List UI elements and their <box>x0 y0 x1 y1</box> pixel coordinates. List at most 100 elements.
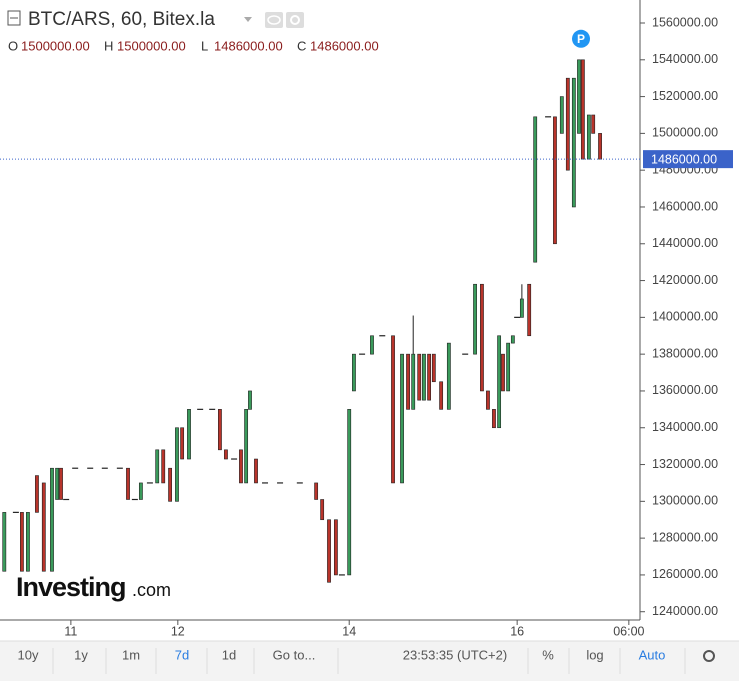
ohlc-key: L <box>201 38 208 53</box>
y-tick-label: 1560000.00 <box>652 15 718 29</box>
event-marker-label: P <box>577 32 585 46</box>
ohlc-key: C <box>297 38 306 53</box>
x-tick-label: 16 <box>510 624 524 638</box>
y-tick-label: 1540000.00 <box>652 52 718 66</box>
candle-body <box>486 390 490 410</box>
candle-body <box>180 427 185 460</box>
candle-body <box>400 353 404 484</box>
candle-body <box>480 283 484 392</box>
candle-body <box>571 77 576 208</box>
candle-body <box>411 353 416 410</box>
candle-body <box>320 499 325 521</box>
settings-gear[interactable] <box>703 650 715 662</box>
toolbar <box>0 641 739 681</box>
settings-button[interactable] <box>286 12 304 28</box>
candle-body <box>427 353 432 401</box>
dropdown-icon[interactable] <box>244 17 252 22</box>
candle-body <box>501 353 505 392</box>
ohlc-value: 1500000.00 <box>117 38 186 53</box>
ohlc-value: 1486000.00 <box>214 38 283 53</box>
candle-body <box>506 342 511 392</box>
ohlc-value: 1500000.00 <box>21 38 90 53</box>
range-button[interactable]: 10y <box>18 647 39 662</box>
y-tick-label: 1500000.00 <box>652 126 718 140</box>
collapse-icon[interactable] <box>7 10 21 26</box>
candle-body <box>20 512 24 572</box>
ohlc-value: 1486000.00 <box>310 38 379 53</box>
candle-body <box>553 116 557 245</box>
y-tick-label: 1360000.00 <box>652 383 718 397</box>
clock: 23:53:35 (UTC+2) <box>403 647 507 662</box>
candle-body <box>161 449 166 484</box>
x-tick-label: 12 <box>171 624 185 638</box>
y-tick-label: 1460000.00 <box>652 199 718 213</box>
candle-body <box>473 283 477 355</box>
candle-body <box>314 482 319 500</box>
logo-brand: Investing <box>16 572 126 602</box>
eye-button[interactable] <box>265 12 283 28</box>
eye-icon <box>267 15 281 25</box>
y-tick-label: 1520000.00 <box>652 89 718 103</box>
range-button[interactable]: 1y <box>74 647 88 662</box>
ohlc-legend: O 1500000.00 H 1500000.00 L 1486000.00 C 148600… <box>8 38 379 53</box>
candle-body <box>439 381 444 410</box>
candle-body <box>333 519 338 576</box>
candle-body <box>239 449 243 484</box>
last-price-label: 1486000.00 <box>651 152 717 166</box>
candle-body <box>26 512 30 572</box>
log-button[interactable]: log <box>586 647 603 662</box>
candle-body <box>126 467 130 500</box>
y-tick-label: 1320000.00 <box>652 457 718 471</box>
candle-body <box>406 353 410 410</box>
y-tick-label: 1280000.00 <box>652 530 718 544</box>
candle-body <box>347 409 352 576</box>
candle-body <box>244 409 249 484</box>
event-marker[interactable] <box>572 29 591 48</box>
range-button[interactable]: 1d <box>222 647 236 662</box>
y-tick-label: 1300000.00 <box>652 494 718 508</box>
candle-body <box>559 96 564 134</box>
x-tick-label: 14 <box>342 624 356 638</box>
auto-button[interactable]: Auto <box>639 647 666 662</box>
candle-body <box>591 114 596 134</box>
range-button[interactable]: 7d <box>175 647 189 662</box>
goto-button[interactable]: Go to... <box>273 647 316 662</box>
candle-body <box>391 335 395 484</box>
candle-body <box>565 77 570 171</box>
percent-button[interactable]: % <box>542 647 554 662</box>
y-tick-label: 1400000.00 <box>652 310 718 324</box>
candle-body <box>50 467 54 572</box>
y-tick-label: 1240000.00 <box>652 604 718 618</box>
candle-body <box>586 114 591 160</box>
x-tick-label: 11 <box>64 624 77 638</box>
candle-body <box>248 390 252 410</box>
candle-body <box>497 335 502 429</box>
candle-body <box>492 409 496 429</box>
candle-body <box>59 467 63 500</box>
candle-body <box>417 353 422 401</box>
ohlc-key: O <box>8 38 18 53</box>
candle-body <box>2 512 7 572</box>
y-tick-label: 1340000.00 <box>652 420 718 434</box>
candle-body <box>138 482 143 500</box>
toolbar-items: 10y 1y 1m 7d 1d Go to... 23:53:35 (UTC+2)% log A… <box>18 647 715 674</box>
candle-body <box>254 458 258 484</box>
candle-body <box>422 353 426 401</box>
candle-body <box>598 133 602 160</box>
y-tick-label: 1420000.00 <box>652 273 718 287</box>
x-tick-label: 06:00 <box>613 624 644 638</box>
candle-body <box>327 519 331 583</box>
candle-body <box>370 335 374 355</box>
plot <box>0 59 640 583</box>
candle-body <box>224 449 228 460</box>
candle-body <box>187 409 191 460</box>
ohlc-key: H <box>104 38 113 53</box>
candle-body <box>41 482 46 572</box>
candle-body <box>510 335 515 344</box>
y-tick-label: 1440000.00 <box>652 236 718 250</box>
range-button[interactable]: 1m <box>122 647 140 662</box>
candle-body <box>352 353 356 392</box>
candle-body <box>35 475 39 513</box>
